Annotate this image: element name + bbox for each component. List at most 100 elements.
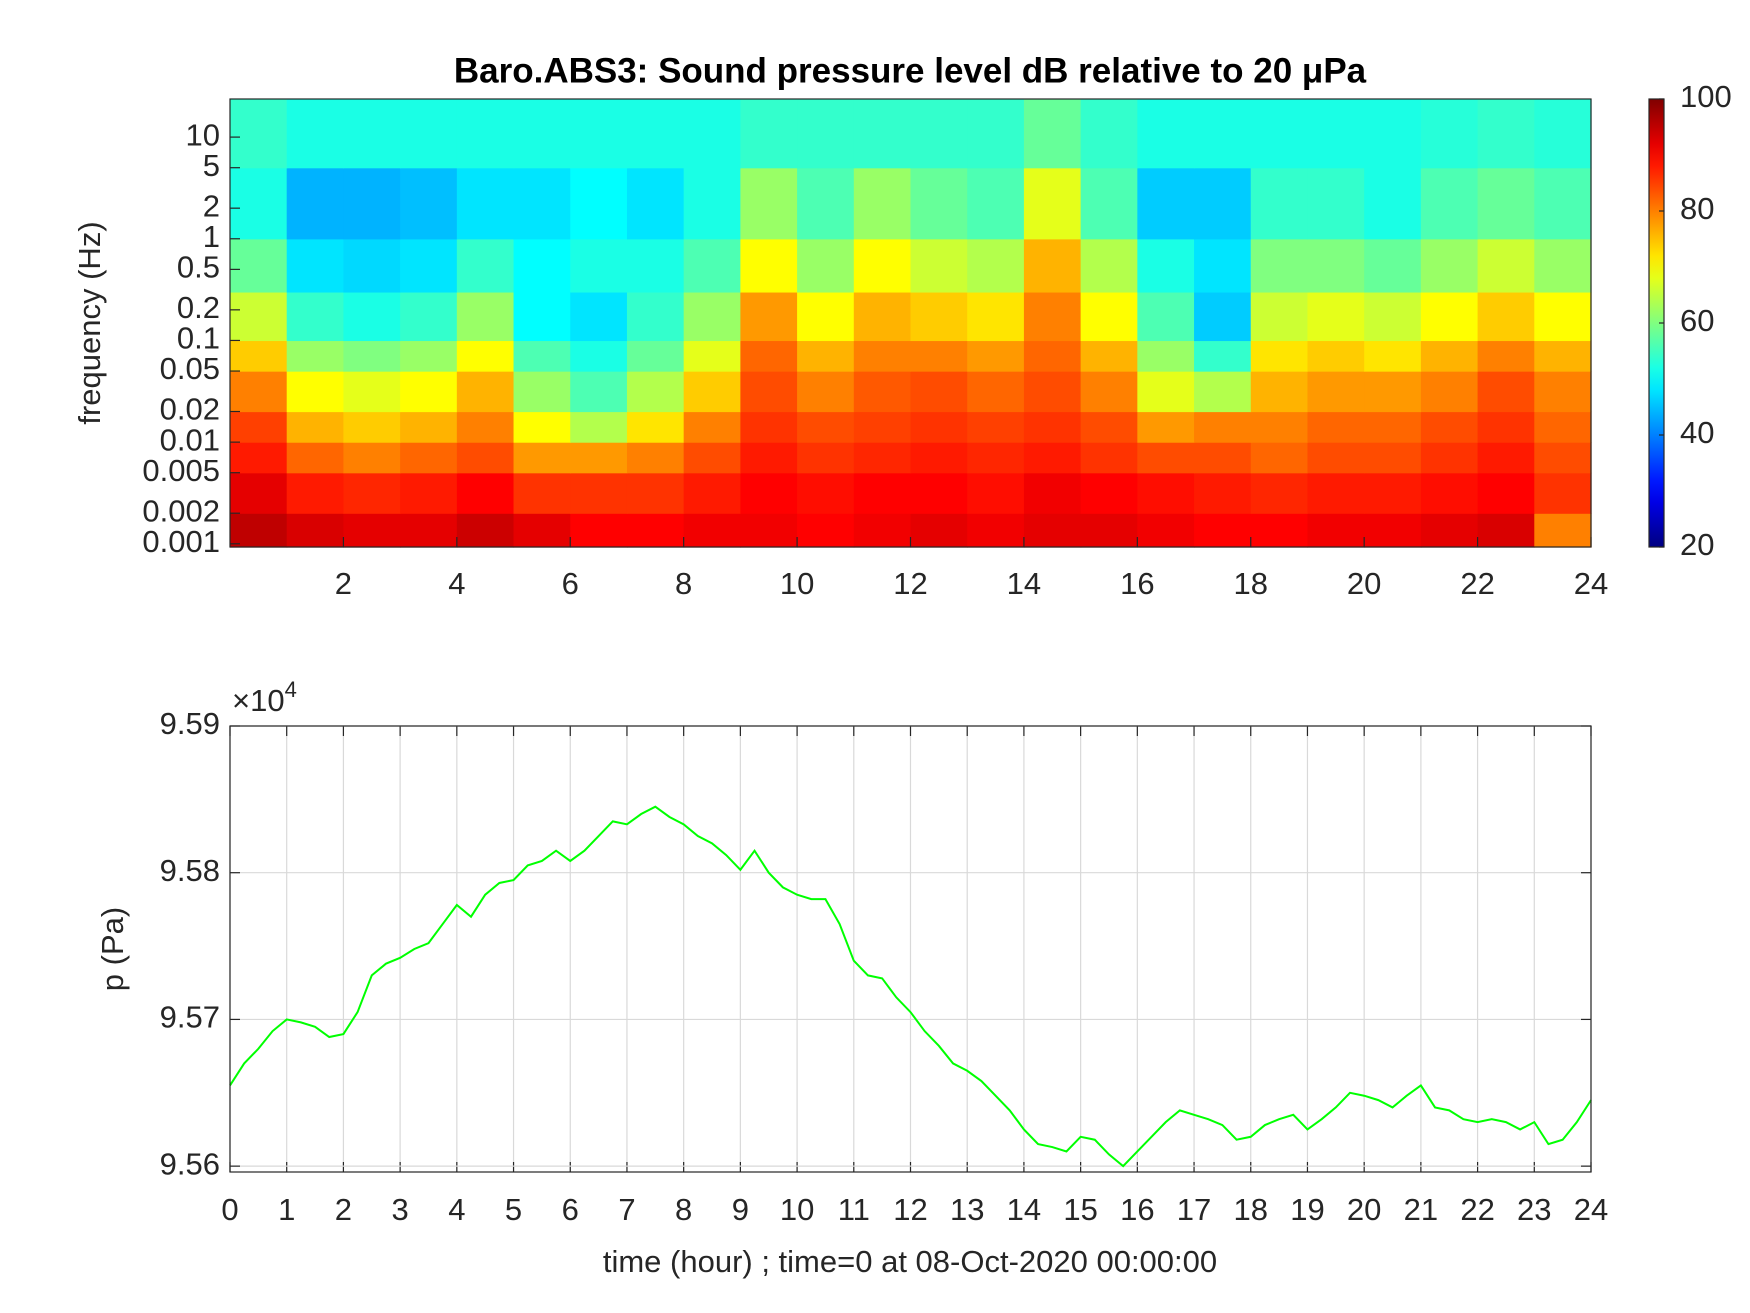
heat-cell xyxy=(513,472,571,514)
heat-cell xyxy=(1364,371,1422,413)
heat-cell xyxy=(343,513,401,548)
heat-cell xyxy=(740,371,798,413)
heat-cell xyxy=(1080,291,1138,342)
heat-cell xyxy=(1534,340,1592,372)
heat-cell xyxy=(1080,99,1138,169)
x-tick-label: 14 xyxy=(1007,1192,1041,1227)
heat-cell xyxy=(456,371,515,413)
x-tick-label: 5 xyxy=(505,1192,522,1227)
heat-cell xyxy=(1023,99,1082,169)
colorbar-tick-label: 80 xyxy=(1680,191,1714,226)
heat-cell xyxy=(1023,411,1082,443)
x-tick-label: 17 xyxy=(1177,1192,1211,1227)
heat-cell xyxy=(1250,167,1309,240)
heat-cell xyxy=(1477,472,1535,514)
heat-cell xyxy=(456,238,515,293)
heat-cell xyxy=(1534,371,1592,413)
heat-cell xyxy=(797,513,855,548)
heat-cell xyxy=(910,291,968,342)
x-tick-label: 24 xyxy=(1574,1192,1608,1227)
heat-cell xyxy=(1534,291,1592,342)
chart-title: Baro.ABS3: Sound pressure level dB relat… xyxy=(454,51,1367,90)
colorbar-tick-label: 20 xyxy=(1680,527,1714,562)
x-tick-label: 19 xyxy=(1290,1192,1324,1227)
heat-cell xyxy=(1420,238,1479,293)
heat-cell xyxy=(1250,99,1309,169)
heat-cell xyxy=(1420,411,1479,443)
heat-cell xyxy=(343,371,401,413)
heat-cell xyxy=(513,513,571,548)
heat-cell xyxy=(400,238,458,293)
heat-cell xyxy=(1534,442,1592,474)
heat-cell xyxy=(400,411,458,443)
heat-cell xyxy=(1137,291,1195,342)
heat-cell xyxy=(1023,238,1082,293)
x-tick-label: 2 xyxy=(335,1192,352,1227)
heat-cell xyxy=(343,99,401,169)
heat-cell xyxy=(1023,442,1082,474)
x-tick-label: 12 xyxy=(893,566,927,601)
heat-cell xyxy=(1307,442,1365,474)
heat-cell xyxy=(740,167,798,240)
x-tick-label: 13 xyxy=(950,1192,984,1227)
heat-cell xyxy=(683,371,741,413)
heat-cell xyxy=(513,340,571,372)
heat-cell xyxy=(286,238,345,293)
heat-cell xyxy=(626,513,685,548)
heat-cell xyxy=(1477,340,1535,372)
heat-cell xyxy=(1364,472,1422,514)
heat-cell xyxy=(910,472,968,514)
heat-cell xyxy=(853,167,912,240)
y-tick-label: 9.58 xyxy=(160,853,220,888)
heat-cell xyxy=(910,167,968,240)
heat-cell xyxy=(1477,442,1535,474)
heat-cell xyxy=(683,167,741,240)
heat-cell xyxy=(1477,513,1535,548)
y-tick-label: 1 xyxy=(203,219,220,254)
heat-cell xyxy=(1194,340,1252,372)
heat-cell xyxy=(456,99,515,169)
heat-cell xyxy=(967,291,1025,342)
heat-cell xyxy=(1080,442,1138,474)
heat-cell xyxy=(343,291,401,342)
heat-cell xyxy=(1023,472,1082,514)
heat-cell xyxy=(400,442,458,474)
heat-cell xyxy=(456,442,515,474)
heat-cell xyxy=(1534,411,1592,443)
heat-cell xyxy=(626,99,685,169)
heat-cell xyxy=(343,411,401,443)
y-tick-label: 0.002 xyxy=(142,493,220,528)
x-tick-label: 23 xyxy=(1517,1192,1551,1227)
colorbar-tick-label: 60 xyxy=(1680,303,1714,338)
y-tick-label: 2 xyxy=(203,188,220,223)
heat-cell xyxy=(797,238,855,293)
heat-cell xyxy=(456,513,515,548)
heat-cell xyxy=(1534,238,1592,293)
heat-cell xyxy=(740,340,798,372)
x-tick-label: 11 xyxy=(838,1192,870,1227)
heat-cell xyxy=(626,411,685,443)
heat-cell xyxy=(853,99,912,169)
colorbar-tick-label: 100 xyxy=(1680,79,1732,114)
x-tick-label: 18 xyxy=(1234,1192,1268,1227)
heat-cell xyxy=(1307,371,1365,413)
heat-cell xyxy=(1534,513,1592,548)
heat-cell xyxy=(1250,371,1309,413)
heat-cell xyxy=(1080,238,1138,293)
heat-cell xyxy=(1250,291,1309,342)
heat-cell xyxy=(1250,472,1309,514)
x-tick-label: 8 xyxy=(675,566,692,601)
heat-cell xyxy=(1194,238,1252,293)
x-tick-label: 4 xyxy=(448,1192,465,1227)
x-tick-label: 6 xyxy=(562,566,579,601)
heat-cell xyxy=(1080,371,1138,413)
heat-cell xyxy=(456,291,515,342)
heat-cell xyxy=(1137,513,1195,548)
heat-cell xyxy=(626,442,685,474)
heat-cell xyxy=(740,238,798,293)
heat-cell xyxy=(456,167,515,240)
heat-cell xyxy=(1534,472,1592,514)
heat-cell xyxy=(343,442,401,474)
x-tick-label: 1 xyxy=(278,1192,295,1227)
heat-cell xyxy=(683,99,741,169)
